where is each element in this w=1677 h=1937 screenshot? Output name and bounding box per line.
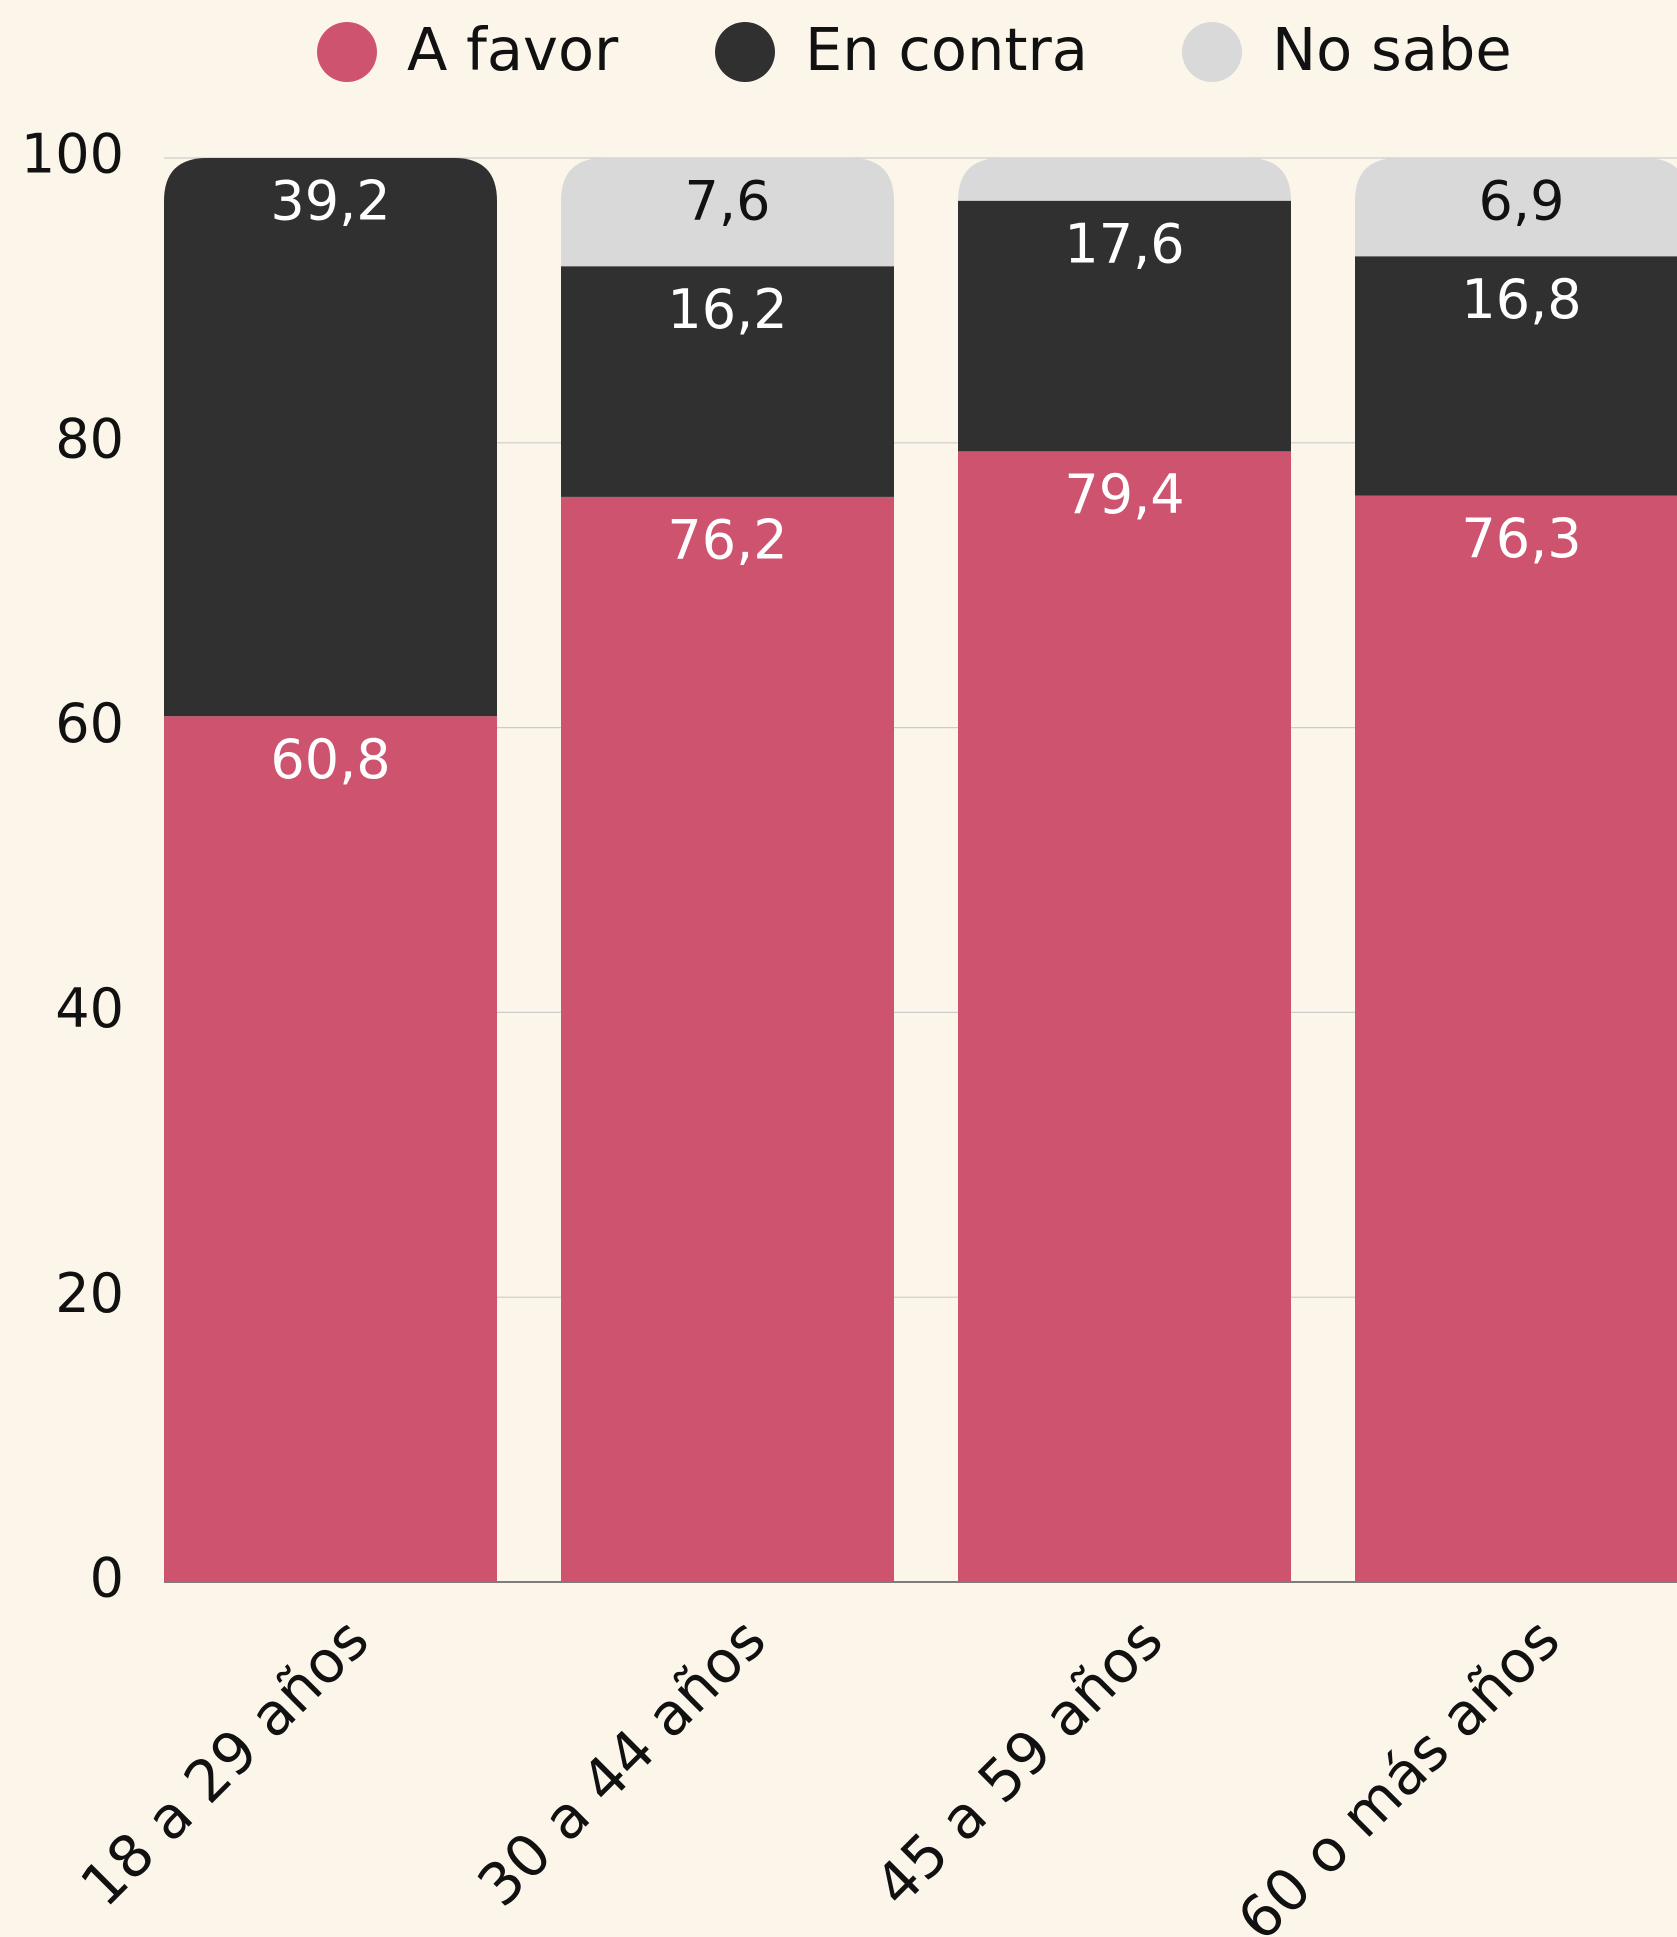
bar-segment	[164, 716, 497, 1582]
y-tick-label: 0	[90, 1547, 124, 1610]
data-label: 16,2	[667, 278, 787, 341]
legend-swatch	[715, 22, 775, 82]
bar-segment	[958, 451, 1291, 1582]
bar-segment	[958, 158, 1291, 201]
bar-group	[164, 158, 497, 1582]
y-tick-label: 80	[55, 407, 124, 470]
data-label: 76,2	[667, 509, 787, 572]
legend-swatch	[1182, 22, 1242, 82]
data-label: 79,4	[1064, 463, 1184, 526]
legend-swatch	[317, 22, 377, 82]
bar-segment	[561, 496, 894, 1582]
bar-group	[561, 158, 894, 1582]
data-label: 7,6	[685, 170, 771, 233]
bar-segment	[561, 266, 894, 497]
y-tick-label: 60	[55, 692, 124, 755]
data-label: 39,2	[270, 170, 390, 233]
bar-segment	[1355, 158, 1677, 257]
legend-label: No sabe	[1272, 15, 1512, 84]
bar-segment	[958, 200, 1291, 452]
bar-segment	[1355, 495, 1677, 1582]
data-label: 16,8	[1461, 268, 1581, 331]
data-label: 17,6	[1064, 212, 1184, 275]
y-tick-label: 20	[55, 1262, 124, 1325]
bar-segment	[164, 158, 497, 717]
y-tick-label: 40	[55, 977, 124, 1040]
y-tick-label: 100	[21, 123, 124, 186]
data-label: 60,8	[270, 728, 390, 791]
legend-label: En contra	[805, 15, 1088, 84]
bar-segment	[561, 158, 894, 267]
bar-group	[958, 158, 1291, 1582]
legend-label: A favor	[407, 15, 619, 84]
data-label: 6,9	[1479, 170, 1565, 233]
bar-group	[1355, 158, 1677, 1582]
bar-segment	[1355, 256, 1677, 496]
data-label: 76,3	[1461, 507, 1581, 570]
